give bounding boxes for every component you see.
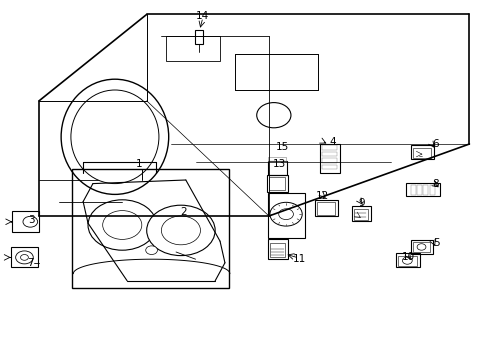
Bar bbox=[429, 185, 434, 195]
Text: 2: 2 bbox=[180, 207, 186, 217]
Bar bbox=[410, 240, 432, 254]
Bar bbox=[405, 183, 439, 196]
Circle shape bbox=[20, 255, 28, 260]
Bar bbox=[412, 242, 429, 252]
Bar bbox=[266, 175, 287, 192]
Circle shape bbox=[102, 211, 142, 239]
Text: 15: 15 bbox=[275, 142, 289, 152]
Bar bbox=[395, 253, 419, 267]
Bar bbox=[410, 185, 415, 195]
Bar bbox=[322, 152, 336, 156]
Circle shape bbox=[161, 216, 200, 245]
Text: 12: 12 bbox=[315, 191, 329, 201]
Bar bbox=[320, 144, 339, 173]
Ellipse shape bbox=[71, 90, 159, 184]
Bar bbox=[410, 145, 433, 159]
Text: 13: 13 bbox=[272, 159, 286, 169]
Text: 5: 5 bbox=[432, 238, 439, 248]
Text: 10: 10 bbox=[401, 252, 414, 262]
Bar bbox=[269, 177, 285, 190]
Circle shape bbox=[278, 209, 293, 220]
Bar bbox=[269, 243, 285, 257]
Bar bbox=[267, 193, 304, 238]
Circle shape bbox=[16, 251, 33, 264]
Ellipse shape bbox=[61, 79, 168, 194]
Text: 8: 8 bbox=[431, 179, 438, 189]
Text: 6: 6 bbox=[431, 139, 438, 149]
Circle shape bbox=[256, 103, 290, 128]
Circle shape bbox=[416, 244, 425, 250]
Bar bbox=[412, 148, 430, 158]
Bar bbox=[416, 185, 421, 195]
Circle shape bbox=[402, 257, 411, 264]
Text: 11: 11 bbox=[292, 254, 305, 264]
Bar bbox=[267, 161, 286, 175]
Bar bbox=[322, 165, 336, 169]
Bar bbox=[322, 158, 336, 163]
Circle shape bbox=[88, 200, 156, 250]
Text: 3: 3 bbox=[28, 215, 35, 225]
Circle shape bbox=[269, 202, 302, 226]
Bar bbox=[322, 145, 336, 150]
Text: 14: 14 bbox=[196, 11, 209, 21]
Bar bbox=[267, 239, 287, 259]
Bar bbox=[194, 30, 203, 44]
Bar bbox=[397, 256, 416, 266]
Text: 1: 1 bbox=[136, 159, 142, 169]
Bar bbox=[317, 202, 334, 215]
Bar bbox=[268, 157, 285, 161]
Bar bbox=[423, 185, 427, 195]
Bar bbox=[72, 169, 228, 288]
Bar bbox=[166, 36, 220, 61]
Bar bbox=[351, 206, 370, 221]
Circle shape bbox=[23, 216, 38, 227]
Circle shape bbox=[146, 205, 215, 256]
Text: 4: 4 bbox=[328, 137, 335, 147]
Text: 9: 9 bbox=[358, 198, 365, 208]
Bar bbox=[315, 200, 337, 216]
Bar bbox=[353, 209, 367, 220]
Text: 7: 7 bbox=[27, 258, 34, 268]
Circle shape bbox=[145, 246, 157, 255]
Bar bbox=[11, 247, 38, 267]
Bar bbox=[12, 211, 39, 232]
